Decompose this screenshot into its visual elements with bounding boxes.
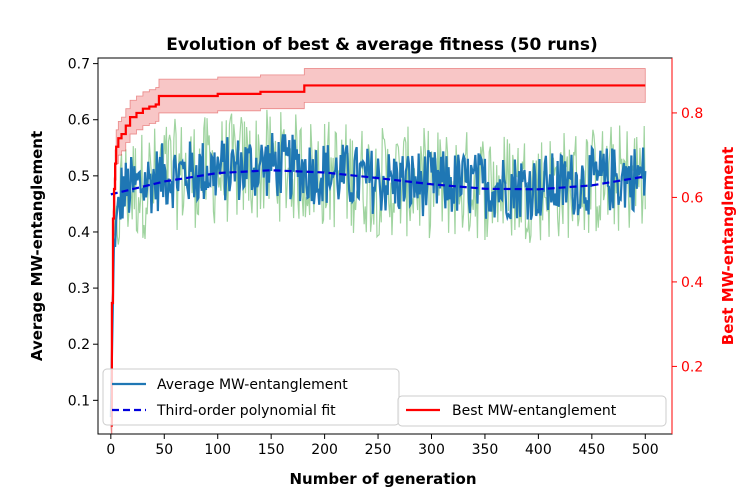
legend-fit-label: Third-order polynomial fit: [156, 403, 336, 419]
best-confidence-band: [110, 68, 646, 434]
x-tick-label: 100: [204, 442, 231, 458]
x-tick-label: 250: [365, 442, 392, 458]
y-left-tick-label: 0.4: [68, 225, 90, 241]
legend-average: Average MW-entanglement Third-order poly…: [102, 368, 400, 426]
y-axis-left: 0.1 0.2 0.3 0.4 0.5 0.6 0.7: [68, 57, 98, 409]
x-tick-label: 300: [418, 442, 445, 458]
legend-best: Best MW-entanglement: [397, 395, 667, 427]
y-right-tick-label: 0.4: [681, 275, 703, 291]
x-tick-label: 150: [258, 442, 285, 458]
y-axis-left-label: Average MW-entanglement: [28, 131, 46, 361]
legend-best-label: Best MW-entanglement: [452, 403, 617, 419]
y-axis-right-label: Best MW-entanglement: [719, 147, 737, 345]
y-left-tick-label: 0.3: [68, 281, 90, 297]
x-axis: 0 50 100 150 200 250 300 350 400 450 500: [106, 434, 659, 458]
x-tick-label: 50: [155, 442, 173, 458]
plot-area: [109, 68, 647, 434]
y-left-tick-label: 0.2: [68, 337, 90, 353]
legend-best-frame: [397, 395, 667, 427]
x-tick-label: 200: [311, 442, 338, 458]
average-line: [109, 133, 647, 418]
x-tick-label: 0: [106, 442, 115, 458]
y-right-tick-label: 0.2: [681, 359, 703, 375]
chart-title: Evolution of best & average fitness (50 …: [166, 35, 597, 55]
x-axis-label: Number of generation: [289, 470, 476, 488]
y-left-tick-label: 0.7: [68, 57, 90, 73]
best-line: [110, 84, 646, 427]
y-left-tick-label: 0.5: [68, 169, 90, 185]
x-tick-label: 500: [632, 442, 659, 458]
y-left-tick-label: 0.6: [68, 113, 90, 129]
y-left-tick-label: 0.1: [68, 393, 90, 409]
y-axis-right: 0.2 0.4 0.6 0.8: [671, 58, 703, 434]
x-tick-label: 400: [525, 442, 552, 458]
x-tick-label: 450: [578, 442, 605, 458]
polynomial-fit-line: [110, 169, 646, 196]
legend-average-label: Average MW-entanglement: [157, 377, 348, 393]
x-tick-label: 350: [472, 442, 499, 458]
y-right-tick-label: 0.6: [681, 190, 703, 206]
y-right-tick-label: 0.8: [681, 106, 703, 122]
